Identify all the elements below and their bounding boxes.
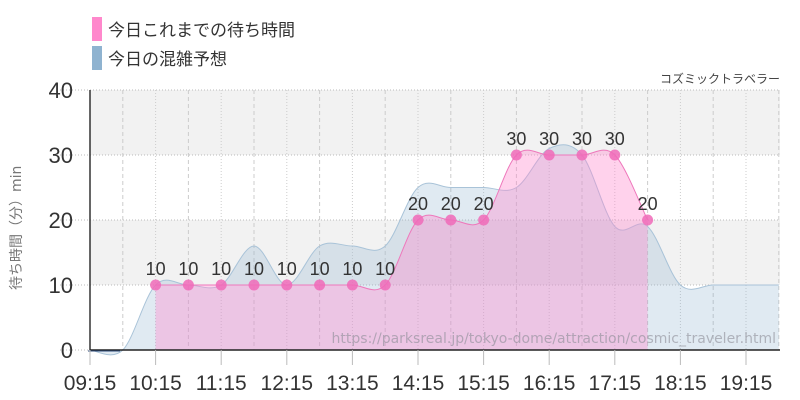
data-point[interactable] xyxy=(182,279,194,291)
data-label: 30 xyxy=(539,129,559,149)
x-tick-label: 13:15 xyxy=(326,372,379,395)
x-tick-label: 11:15 xyxy=(196,372,247,395)
data-point[interactable] xyxy=(248,279,260,291)
data-label: 10 xyxy=(146,259,166,279)
x-tick-label: 18:15 xyxy=(654,372,707,395)
data-label: 10 xyxy=(178,259,198,279)
x-tick-label: 09:15 xyxy=(64,372,117,395)
watermark-url: https://parksreal.jp/tokyo-dome/attracti… xyxy=(332,331,776,347)
data-point[interactable] xyxy=(215,279,227,291)
band xyxy=(90,90,780,155)
y-tick-label: 30 xyxy=(49,143,73,168)
x-tick-label: 14:15 xyxy=(392,372,445,395)
actual-line xyxy=(155,149,649,291)
legend-item-forecast: 今日の混雑予想 xyxy=(92,43,295,72)
band xyxy=(90,220,780,285)
data-label: 20 xyxy=(638,194,658,214)
y-tick-label: 20 xyxy=(49,208,73,233)
actual-area xyxy=(155,150,648,350)
data-label: 10 xyxy=(277,259,297,279)
chart-credit: コズミックトラベラー xyxy=(659,72,780,86)
data-point[interactable] xyxy=(412,214,424,226)
data-point[interactable] xyxy=(314,279,326,291)
x-tick-label: 10:15 xyxy=(129,372,182,395)
legend-item-actual: 今日これまでの待ち時間 xyxy=(92,14,295,43)
data-point[interactable] xyxy=(510,149,522,161)
x-tick-label: 15:15 xyxy=(457,372,510,395)
legend: 今日これまでの待ち時間 今日の混雑予想 xyxy=(92,14,295,72)
legend-swatch-pink xyxy=(92,16,102,41)
data-point[interactable] xyxy=(281,279,293,291)
data-point[interactable] xyxy=(150,279,162,291)
legend-label-forecast: 今日の混雑予想 xyxy=(108,50,227,70)
data-point[interactable] xyxy=(642,214,654,226)
y-tick-label: 10 xyxy=(49,273,73,298)
data-point[interactable] xyxy=(609,149,621,161)
data-label: 10 xyxy=(375,259,395,279)
x-tick-label: 12:15 xyxy=(261,372,314,395)
legend-label-actual: 今日これまでの待ち時間 xyxy=(108,21,295,41)
data-label: 20 xyxy=(441,194,461,214)
y-tick-label: 40 xyxy=(49,78,73,103)
data-label: 20 xyxy=(408,194,428,214)
x-tick-label: 19:15 xyxy=(720,372,773,395)
data-label: 20 xyxy=(474,194,494,214)
forecast-line xyxy=(89,144,779,356)
data-label: 10 xyxy=(342,259,362,279)
x-tick-label: 17:15 xyxy=(589,372,642,395)
data-label: 30 xyxy=(572,129,592,149)
y-tick-label: 0 xyxy=(61,338,73,363)
data-label: 30 xyxy=(605,129,625,149)
data-point[interactable] xyxy=(576,149,588,161)
data-point[interactable] xyxy=(346,279,358,291)
data-label: 10 xyxy=(211,259,231,279)
data-point[interactable] xyxy=(445,214,457,226)
data-label: 30 xyxy=(506,129,526,149)
data-point[interactable] xyxy=(543,149,555,161)
data-label: 10 xyxy=(244,259,264,279)
data-point[interactable] xyxy=(478,214,490,226)
data-label: 10 xyxy=(310,259,330,279)
x-tick-label: 16:15 xyxy=(523,372,576,395)
forecast-area xyxy=(90,144,779,355)
data-point[interactable] xyxy=(379,279,391,291)
legend-swatch-blue xyxy=(92,45,102,70)
